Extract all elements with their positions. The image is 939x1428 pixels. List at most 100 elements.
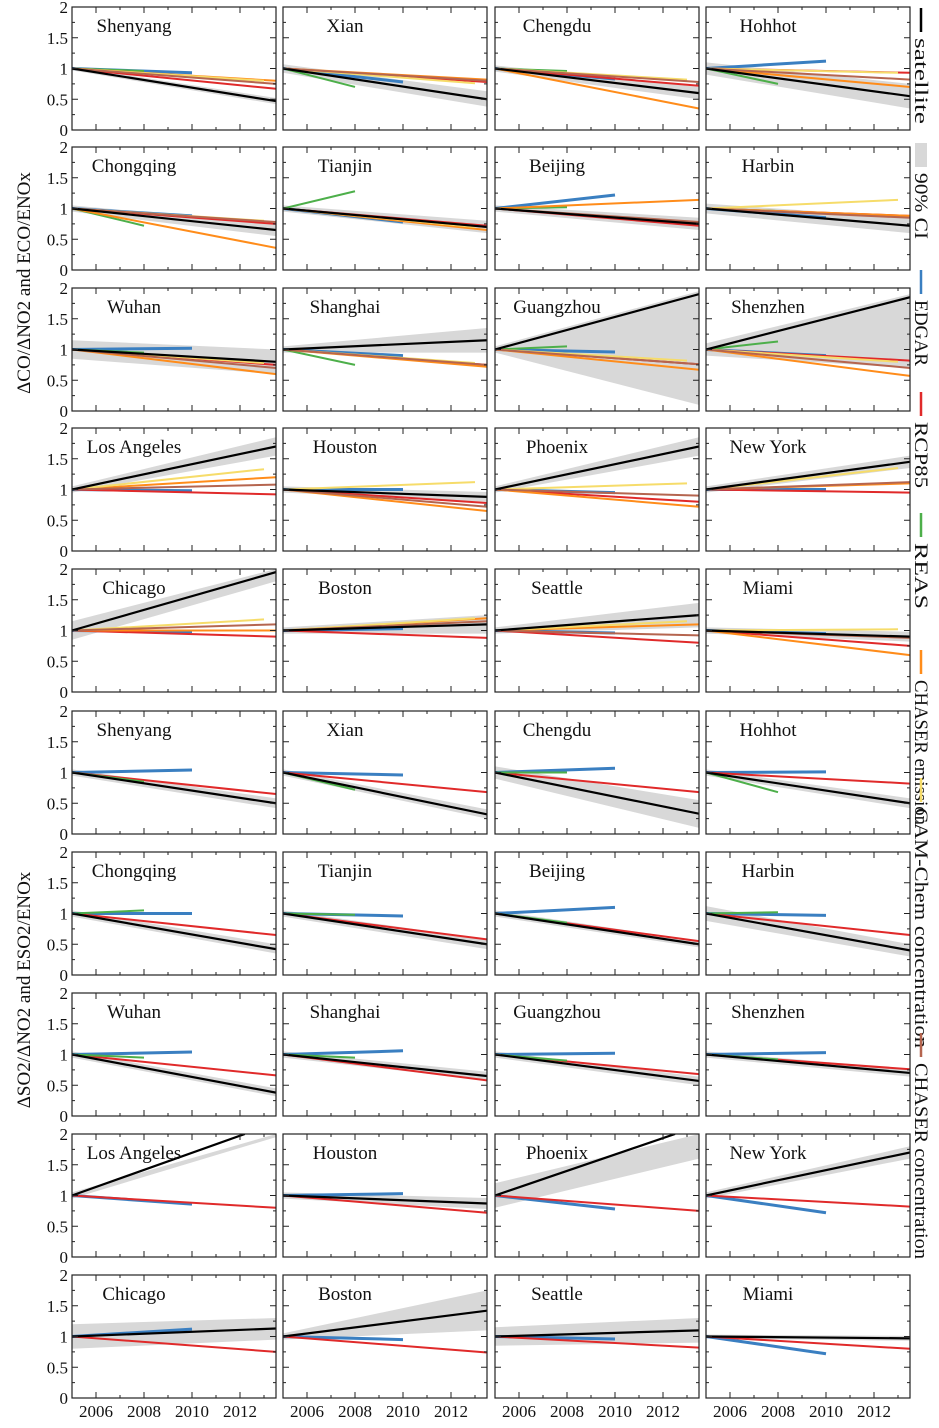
legend-label: satellite: [910, 38, 931, 124]
series-satellite-line: [495, 67, 699, 95]
series-90-ci-band: [706, 294, 910, 368]
series-satellite-line: [706, 629, 910, 638]
series-chaser-concentration-line: [72, 483, 276, 491]
panel-title: Harbin: [742, 156, 795, 177]
y-tick-label: 2: [60, 1266, 69, 1285]
panel-co-chongqing: 0 0.5 1 1.5 2 Chongqing: [47, 138, 277, 280]
series-rcp85-line: [706, 1335, 910, 1350]
y-tick-label: 1: [60, 905, 69, 924]
y-tick-label: 2: [60, 843, 69, 862]
y-tick-label: 2: [60, 279, 69, 298]
series-edgar-line: [706, 1194, 827, 1215]
series-chaser-concentration-line: [72, 623, 276, 632]
series-satellite-line: [706, 460, 910, 491]
panel-co-phoenix: Phoenix: [494, 427, 700, 552]
legend-item-edgar: EDGAR: [910, 270, 931, 366]
panel-title: Chengdu: [523, 720, 592, 741]
panel-title: Boston: [318, 578, 372, 599]
series-edgar-line: [706, 1051, 827, 1056]
series-rcp85-line: [495, 1335, 699, 1349]
panel-title: Harbin: [742, 861, 795, 882]
panel-title: Xian: [327, 16, 364, 37]
series-edgar-line: [495, 1051, 616, 1056]
series-satellite-line: [283, 1053, 487, 1078]
series-satellite-line: [495, 614, 699, 632]
series-rcp85-line: [283, 1335, 487, 1354]
series-satellite-line: [72, 771, 276, 805]
panel-co-wuhan: 0 0.5 1 1.5 2 Wuhan: [47, 279, 277, 421]
plot-area: [706, 294, 910, 377]
series-chaser-concentration-line: [706, 481, 910, 491]
series-rcp85-line: [72, 1335, 276, 1353]
series-reas-line: [706, 771, 779, 794]
series-chaser-concentration-line: [283, 67, 487, 82]
y-tick-label: 1.5: [47, 169, 68, 188]
series-chaser-concentration-line: [283, 348, 487, 366]
series-edgar-line: [495, 193, 616, 210]
series-satellite-line: [706, 67, 910, 98]
panel-title: Miami: [743, 578, 794, 599]
panel-title: Shenzhen: [731, 1002, 805, 1023]
series-reas-line: [706, 911, 779, 915]
plot-area: [495, 766, 699, 828]
series-rcp85-line: [706, 488, 910, 494]
panel-title: Chengdu: [523, 16, 592, 37]
panel-title: Beijing: [529, 861, 585, 882]
plot-area: [706, 906, 910, 957]
plot-area: [706, 198, 910, 234]
panel-co-boston: Boston: [282, 568, 488, 693]
series-edgar-line: [283, 1049, 404, 1056]
series-satellite-line: [72, 445, 276, 491]
panel-so2-wuhan: 0 0.5 1 1.5 2 Wuhan: [47, 984, 277, 1126]
panel-title: Xian: [327, 720, 364, 741]
series-cam-chem-concentration-line: [72, 468, 265, 491]
legend-label: 90% CI: [910, 173, 931, 239]
panel-frame: [494, 851, 700, 976]
series-satellite-line: [495, 207, 699, 225]
legend-item-chaser-concentration: CHASER concentration: [910, 1033, 931, 1260]
y-tick-label: 0: [60, 1248, 69, 1267]
panel-title: Boston: [318, 1284, 372, 1305]
series-cam-chem-concentration-line: [706, 198, 899, 210]
y-tick-label: 2: [60, 984, 69, 1003]
plot-area: [283, 190, 487, 234]
panel-title: New York: [729, 437, 807, 458]
series-satellite-line: [706, 1335, 910, 1340]
legend-label: CHASER emission: [910, 680, 931, 825]
panel-title: Guangzhou: [513, 1002, 601, 1023]
panel-so2-hohhot: Hohhot: [705, 710, 911, 835]
series-rcp85-line: [706, 1194, 910, 1208]
panel-so2-guangzhou: Guangzhou: [494, 992, 700, 1117]
plot-area: [495, 437, 699, 508]
plot-area: [72, 437, 276, 496]
plot-area: [283, 769, 487, 819]
y-tick-label: 0.5: [47, 1076, 68, 1095]
panel-so2-xian: Xian: [282, 710, 488, 835]
y-tick-label: 1.5: [47, 1156, 68, 1175]
panel-title: Seattle: [531, 1284, 583, 1305]
y-tick-label: 0.5: [47, 230, 68, 249]
panel-title: Tianjin: [318, 861, 373, 882]
series-reas-line: [283, 348, 356, 366]
x-tick-label: 2012: [857, 1402, 891, 1421]
series-rcp85-line: [72, 629, 276, 638]
series-chaser-concentration-line: [495, 67, 699, 84]
series-reas-line: [72, 909, 145, 915]
y-axis-title-co: ΔCO/ΔNO2 and ECO/ENOx: [14, 172, 35, 394]
y-tick-label: 2: [60, 0, 69, 17]
panel-title: Chongqing: [92, 861, 177, 882]
series-edgar-line: [72, 1050, 193, 1056]
x-tick-label: 2012: [434, 1402, 468, 1421]
panel-so2-harbin: Harbin: [705, 851, 911, 976]
series-rcp85-line: [706, 771, 910, 785]
y-tick-label: 0.5: [47, 652, 68, 671]
series-satellite-line: [495, 912, 699, 946]
panel-title: Los Angeles: [87, 437, 181, 458]
plot-area: [495, 193, 699, 231]
y-tick-label: 1.5: [47, 310, 68, 329]
plot-area: [495, 1318, 699, 1349]
plot-area: [72, 1318, 276, 1353]
panel-co-houston: Houston: [282, 427, 488, 552]
series-chaser-concentration-line: [706, 348, 910, 369]
